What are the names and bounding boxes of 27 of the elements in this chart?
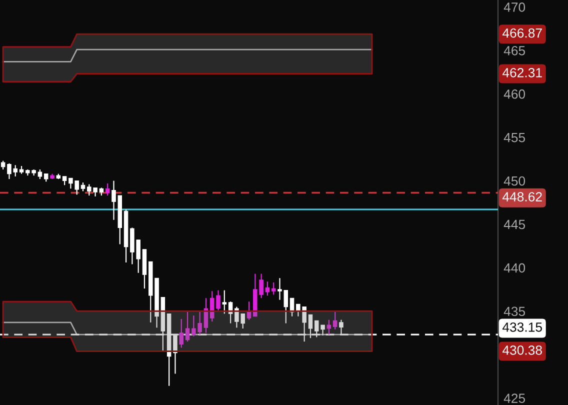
y-tick-label: 440 bbox=[504, 263, 526, 273]
y-tick-label: 455 bbox=[504, 133, 526, 142]
y-tick-label: 425 bbox=[504, 394, 526, 403]
y-tick-label: 470 bbox=[504, 2, 526, 12]
candlestick bbox=[326, 319, 332, 336]
y-tick-label: 435 bbox=[504, 306, 526, 316]
candlestick bbox=[228, 301, 233, 324]
text: 466.87 bbox=[502, 28, 542, 38]
candlestick bbox=[38, 168, 42, 180]
candlestick bbox=[332, 311, 338, 330]
candlestick bbox=[271, 282, 276, 296]
text: 462.31 bbox=[502, 68, 542, 78]
y-tick-label: 450 bbox=[504, 176, 526, 186]
candlestick bbox=[185, 311, 190, 342]
y-tick-label: 465 bbox=[504, 46, 526, 56]
y-tick-label: 460 bbox=[504, 89, 526, 99]
ref-line-label: 448.62 bbox=[502, 192, 542, 202]
candlestick bbox=[204, 298, 208, 334]
y-tick-label: 445 bbox=[504, 220, 526, 230]
candlestick bbox=[290, 298, 294, 317]
text: 430.38 bbox=[502, 345, 542, 355]
candlestick bbox=[265, 281, 270, 296]
candlestick bbox=[222, 290, 227, 314]
candlestick bbox=[246, 301, 252, 320]
candlestick bbox=[105, 182, 110, 196]
candlestick bbox=[179, 318, 184, 348]
text: 433.15 bbox=[502, 322, 542, 332]
